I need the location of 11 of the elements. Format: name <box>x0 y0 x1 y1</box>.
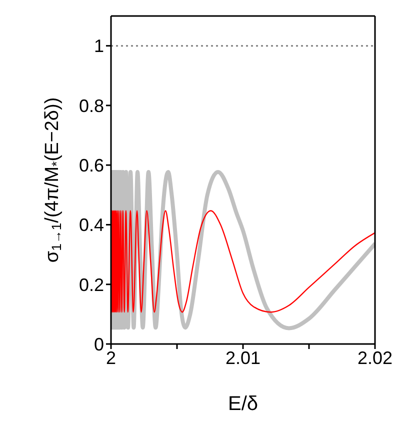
x-tick-label: 2 <box>106 348 116 368</box>
y-tick-label: 0.8 <box>78 96 104 116</box>
x-axis-title: E/δ <box>228 393 258 415</box>
y-tick-label: 0.2 <box>78 274 104 295</box>
x-tick-label: 2.01 <box>225 348 261 368</box>
x-tick-label: 2.02 <box>357 348 393 368</box>
y-tick-label: 0.6 <box>78 155 104 176</box>
y-tick-label: 0 <box>94 334 104 354</box>
y-tick-label: 1 <box>94 36 104 56</box>
line-series <box>111 210 375 313</box>
y-tick-label: 0.4 <box>78 215 104 236</box>
